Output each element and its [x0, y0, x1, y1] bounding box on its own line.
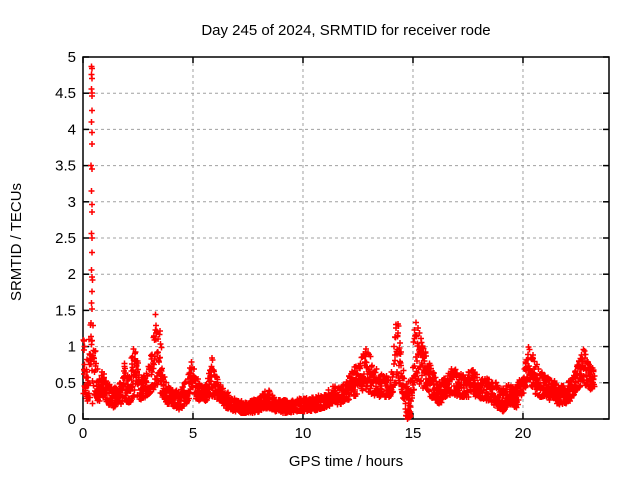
- y-tick-label: 2.5: [55, 230, 76, 247]
- x-axis-label: GPS time / hours: [289, 453, 403, 470]
- x-tick-label: 0: [79, 425, 87, 442]
- x-tick-label: 10: [295, 425, 312, 442]
- x-tick-label: 15: [405, 425, 422, 442]
- y-tick-label: 3: [68, 194, 76, 211]
- y-tick-label: 3.5: [55, 158, 76, 175]
- y-tick-label: 1: [68, 339, 76, 356]
- data-points-series: [80, 63, 598, 422]
- y-axis-label: SRMTID / TECUs: [8, 183, 25, 301]
- y-tick-label: 0: [68, 411, 76, 428]
- y-tick-label: 5: [68, 49, 76, 66]
- x-tick-label: 20: [515, 425, 532, 442]
- x-tick-label: 5: [189, 425, 197, 442]
- grid-lines: [83, 57, 609, 419]
- y-tick-label: 2: [68, 266, 76, 283]
- y-tick-label: 4: [68, 121, 76, 138]
- y-tick-label: 1.5: [55, 302, 76, 319]
- chart-title: Day 245 of 2024, SRMTID for receiver rod…: [201, 22, 490, 39]
- y-tick-labels: 0 0.5 1 1.5 2 2.5 3 3.5 4 4.5 5: [55, 49, 76, 428]
- x-tick-labels: 0 5 10 15 20: [79, 425, 531, 442]
- y-tick-label: 0.5: [55, 375, 76, 392]
- y-tick-label: 4.5: [55, 85, 76, 102]
